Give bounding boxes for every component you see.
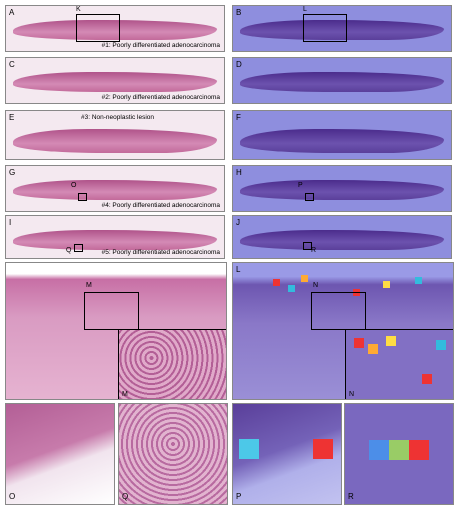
roi-box xyxy=(84,292,139,330)
panel-letter: K xyxy=(9,265,15,274)
roi-label: L xyxy=(303,6,307,13)
tissue xyxy=(12,129,218,153)
heat-cell xyxy=(436,340,446,350)
roi-label: O xyxy=(71,182,77,189)
panel-letter: J xyxy=(236,218,240,227)
panel-letter: B xyxy=(236,8,242,17)
heat-cell xyxy=(288,285,295,292)
heat-cell xyxy=(386,336,396,346)
panel-letter: F xyxy=(236,113,241,122)
inset: N xyxy=(345,329,453,399)
panel-letter: E xyxy=(9,113,15,122)
tissue xyxy=(12,20,218,40)
heat-cell xyxy=(389,440,409,460)
tissue xyxy=(239,230,445,250)
panel-letter: G xyxy=(9,168,16,177)
detail-panel: P xyxy=(232,403,342,505)
roi-box xyxy=(76,14,120,42)
panel-letter: C xyxy=(9,60,15,69)
roi-box xyxy=(303,14,347,42)
tissue xyxy=(239,20,445,40)
heat-cell xyxy=(368,344,378,354)
tissue xyxy=(12,180,218,200)
tissue xyxy=(12,230,218,250)
caption: #4: Poorly differentiated adenocarcinoma xyxy=(101,202,220,209)
panel-letter: A xyxy=(9,8,15,17)
roi-box xyxy=(305,193,314,201)
panel-letter: L xyxy=(236,265,241,274)
roi-label: Q xyxy=(66,247,72,254)
panel: E #3: Non-neoplastic lesion xyxy=(5,110,225,160)
panel-letter: O xyxy=(9,492,16,501)
caption: #5: Poorly differentiated adenocarcinoma xyxy=(101,249,220,256)
tissue xyxy=(12,72,218,92)
caption: #1: Poorly differentiated adenocarcinoma xyxy=(101,42,220,49)
panel: I Q #5: Poorly differentiated adenocarcino… xyxy=(5,215,225,259)
zoom-panel: K M M xyxy=(5,262,227,400)
roi-box xyxy=(78,193,87,201)
panel-letter: P xyxy=(236,492,242,501)
panel: F xyxy=(232,110,452,160)
heat-cell xyxy=(273,279,280,286)
detail-panel: Q xyxy=(118,403,228,505)
zoom-panel: L N N xyxy=(232,262,454,400)
tissue xyxy=(239,180,445,200)
roi-box xyxy=(74,244,83,252)
panel: G O #4: Poorly differentiated adenocarcino… xyxy=(5,165,225,212)
panel-letter: H xyxy=(236,168,242,177)
heat-cell xyxy=(415,277,422,284)
tissue xyxy=(239,129,445,153)
roi-box xyxy=(311,292,366,330)
heat-cell xyxy=(301,275,308,282)
heat-cell xyxy=(369,440,389,460)
inset: M xyxy=(118,329,226,399)
heat-cell xyxy=(422,374,432,384)
roi-label: N xyxy=(313,282,319,289)
panel: C #2: Poorly differentiated adenocarcinom… xyxy=(5,57,225,104)
panel-letter: D xyxy=(236,60,242,69)
detail-panel: O xyxy=(5,403,115,505)
panel: A K #1: Poorly differentiated adenocarcino… xyxy=(5,5,225,52)
roi-box xyxy=(303,242,312,250)
detail-panel: R xyxy=(344,403,454,505)
heat-cell xyxy=(383,281,390,288)
heat-cell xyxy=(409,440,429,460)
panel-letter: Q xyxy=(122,492,129,501)
roi-label: R xyxy=(311,247,317,254)
roi-label: K xyxy=(76,6,81,13)
heat-cell xyxy=(354,338,364,348)
tissue xyxy=(239,72,445,92)
panel: D xyxy=(232,57,452,104)
inset-letter: N xyxy=(349,391,355,398)
panel-letter: I xyxy=(9,218,12,227)
roi-label: M xyxy=(86,282,92,289)
caption: #3: Non-neoplastic lesion xyxy=(81,114,154,121)
roi-label: P xyxy=(298,182,303,189)
panel-letter: R xyxy=(348,492,354,501)
heat-cell xyxy=(313,439,333,459)
caption: #2: Poorly differentiated adenocarcinoma xyxy=(101,94,220,101)
heat-cell xyxy=(239,439,259,459)
inset-letter: M xyxy=(122,391,128,398)
